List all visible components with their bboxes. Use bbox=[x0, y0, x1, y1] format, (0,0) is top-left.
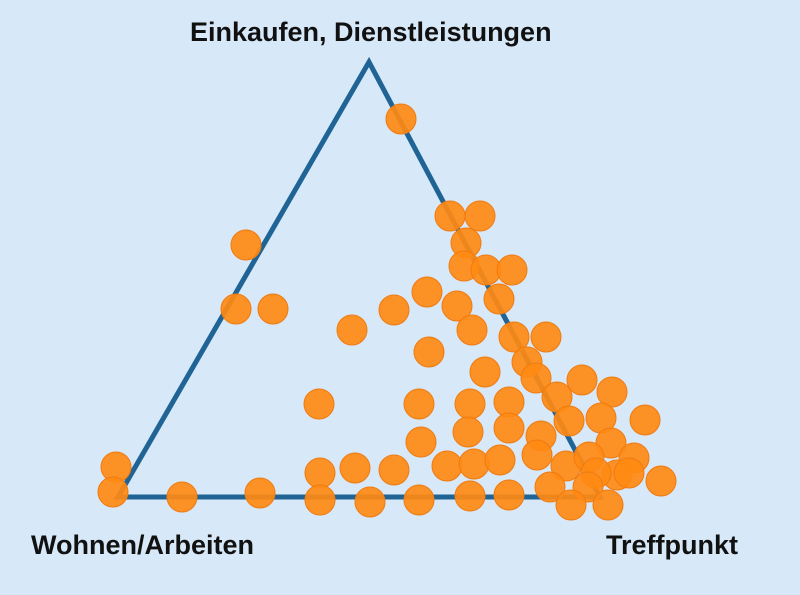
data-points bbox=[97, 103, 677, 521]
data-point bbox=[595, 427, 627, 459]
data-point bbox=[496, 254, 528, 286]
vertex-label-left: Wohnen/Arbeiten bbox=[31, 530, 255, 560]
vertex-label-top: Einkaufen, Dienstleistungen bbox=[190, 17, 552, 47]
data-point bbox=[431, 450, 463, 482]
data-point bbox=[458, 448, 490, 480]
data-point bbox=[403, 484, 435, 516]
data-point bbox=[339, 452, 371, 484]
data-point bbox=[521, 439, 553, 471]
data-point bbox=[304, 484, 336, 516]
data-point bbox=[385, 103, 417, 135]
data-point bbox=[592, 489, 624, 521]
data-point bbox=[336, 314, 368, 346]
data-point bbox=[97, 476, 129, 508]
data-point bbox=[434, 200, 466, 232]
data-point bbox=[493, 412, 525, 444]
data-point bbox=[645, 465, 677, 497]
data-point bbox=[220, 293, 252, 325]
data-point bbox=[452, 416, 484, 448]
data-point bbox=[464, 200, 496, 232]
data-point bbox=[530, 321, 562, 353]
data-point bbox=[244, 477, 276, 509]
data-point bbox=[493, 479, 525, 511]
data-point bbox=[166, 481, 198, 513]
data-point bbox=[566, 364, 598, 396]
data-point bbox=[403, 388, 435, 420]
data-point bbox=[257, 293, 289, 325]
data-point bbox=[520, 362, 552, 394]
data-point bbox=[441, 290, 473, 322]
data-point bbox=[405, 426, 437, 458]
data-point bbox=[303, 388, 335, 420]
data-point bbox=[413, 336, 445, 368]
data-point bbox=[378, 294, 410, 326]
data-point bbox=[534, 471, 566, 503]
data-point bbox=[230, 229, 262, 261]
data-point bbox=[411, 276, 443, 308]
data-point bbox=[454, 480, 486, 512]
data-point bbox=[469, 356, 501, 388]
data-point bbox=[456, 314, 488, 346]
data-point bbox=[613, 457, 645, 489]
data-point bbox=[354, 486, 386, 518]
data-point bbox=[484, 444, 516, 476]
data-point bbox=[454, 388, 486, 420]
data-point bbox=[553, 405, 585, 437]
vertex-label-right: Treffpunkt bbox=[606, 530, 738, 560]
data-point bbox=[555, 489, 587, 521]
data-point bbox=[498, 321, 530, 353]
data-point bbox=[629, 404, 661, 436]
data-point bbox=[483, 283, 515, 315]
data-point bbox=[378, 454, 410, 486]
data-point bbox=[304, 457, 336, 489]
data-point bbox=[596, 376, 628, 408]
